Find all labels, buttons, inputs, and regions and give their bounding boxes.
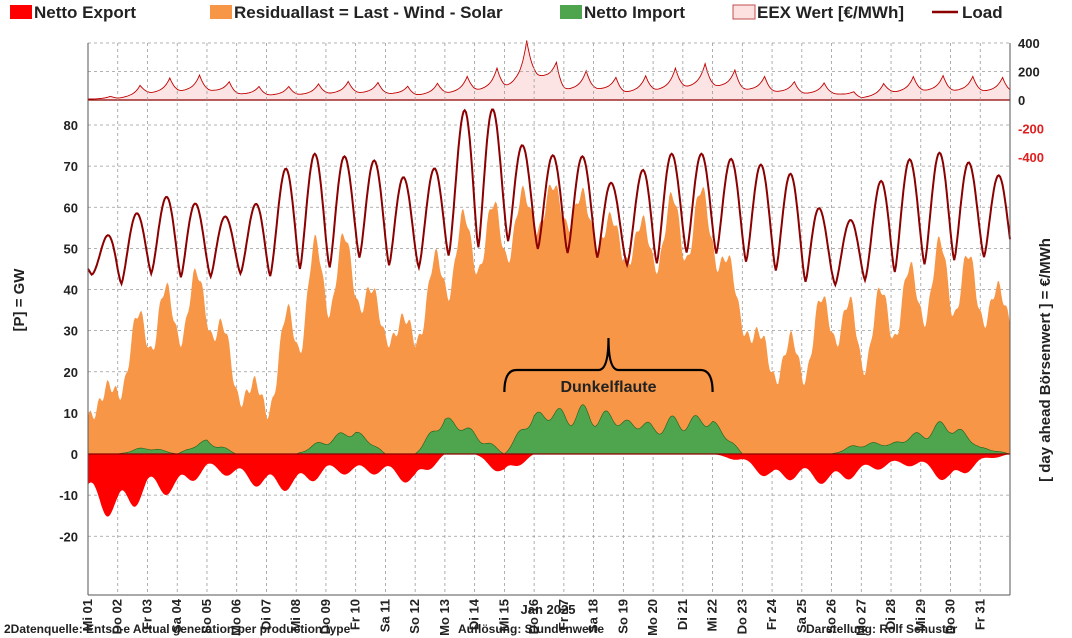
x-tick-label-23: Fr 24: [764, 598, 779, 630]
x-tick-label-12: Mo 13: [437, 599, 452, 636]
x-axis-title: Jan 2025: [521, 602, 576, 617]
dunkelflaute-bracket: [503, 337, 714, 393]
legend-item-2: Netto Import: [560, 3, 685, 22]
x-tick-label-5: Mo 06: [229, 599, 244, 636]
y2-tick-label-4: 400: [1018, 36, 1040, 51]
legend-item-0: Netto Export: [10, 3, 136, 22]
y-tick-label-10: 80: [64, 118, 78, 133]
legend-item-1: Residuallast = Last - Wind - Solar: [210, 3, 503, 22]
x-tick-label-1: Do 02: [110, 599, 125, 634]
eex-price-panel: [87, 40, 1011, 101]
legend-swatch-3: [732, 4, 756, 20]
y2-tick-label-3: 200: [1018, 65, 1040, 80]
y2-tick-label-0: -400: [1018, 150, 1044, 165]
legend-label-3: EEX Wert [€/MWh]: [757, 3, 904, 22]
x-tick-label-22: Do 23: [734, 599, 749, 634]
y-tick-label-7: 50: [64, 241, 78, 256]
x-tick-label-13: Di 14: [467, 598, 482, 630]
x-tick-label-18: So 19: [615, 599, 630, 634]
y-tick-label-0: -20: [59, 529, 78, 544]
x-tick-label-30: Fr 31: [972, 599, 987, 630]
legend-swatch-0: [10, 5, 32, 19]
x-tick-label-20: Di 21: [675, 599, 690, 630]
x-tick-label-25: So 26: [824, 599, 839, 634]
x-tick-label-11: So 12: [407, 599, 422, 634]
x-tick-label-6: Di 07: [258, 599, 273, 630]
x-tick-label-0: Mi 01: [80, 599, 95, 632]
x-tick-label-7: Mi 08: [288, 599, 303, 632]
x-tick-label-3: Sa 04: [169, 598, 184, 633]
y-tick-label-4: 20: [64, 365, 78, 380]
legend-label-4: Load: [962, 3, 1003, 22]
x-tick-label-2: Fr 03: [139, 599, 154, 630]
legend-swatch-1: [210, 5, 232, 19]
footer-source: 2Datenquelle: Entso-e Actual generation …: [4, 622, 351, 636]
legend-item-4: Load: [932, 3, 1003, 22]
x-tick-label-8: Do 09: [318, 599, 333, 634]
eex-area: [87, 40, 1011, 101]
y-tick-label-9: 70: [64, 159, 78, 174]
axes: -20 -10 0 10 20 30 40 50 60 70 80 -400 -200 0 200 400 Mi…: [59, 36, 1044, 636]
x-tick-label-28: Mi 29: [913, 599, 928, 632]
x-tick-label-19: Mo 20: [645, 599, 660, 636]
y-tick-label-5: 30: [64, 324, 78, 339]
legend-item-3: EEX Wert [€/MWh]: [732, 3, 904, 22]
y-axis-title: [P] = GW: [11, 268, 28, 332]
x-tick-label-15: Do 16: [526, 599, 541, 634]
x-tick-label-21: Mi 22: [705, 599, 720, 632]
x-tick-label-4: So 05: [199, 599, 214, 634]
legend: Netto Export Residuallast = Last - Wind -…: [10, 3, 1003, 22]
y-tick-label-2: 0: [71, 447, 78, 462]
x-tick-label-29: Do 30: [943, 599, 958, 634]
y2-tick-label-2: 0: [1018, 93, 1025, 108]
y-tick-label-3: 10: [64, 406, 78, 421]
series-layer: [87, 108, 1011, 517]
export-area: [88, 454, 1010, 517]
x-tick-label-17: Sa 18: [586, 599, 601, 633]
x-tick-label-26: Mo 27: [853, 599, 868, 636]
dunkelflaute-label: Dunkelflaute: [560, 379, 656, 396]
y2-tick-label-1: -200: [1018, 122, 1044, 137]
legend-label-2: Netto Import: [584, 3, 685, 22]
legend-label-1: Residuallast = Last - Wind - Solar: [234, 3, 503, 22]
x-tick-label-14: Mi 15: [496, 599, 511, 632]
legend-label-0: Netto Export: [34, 3, 136, 22]
residual-area: [88, 184, 1010, 454]
y-tick-label-8: 60: [64, 200, 78, 215]
y2-axis-title: [ day ahead Börsenwert ] = €/MWh: [1037, 238, 1054, 482]
x-tick-label-9: Fr 10: [348, 599, 363, 630]
legend-swatch-2: [560, 5, 582, 19]
footer-resolution: Auflösung: Stundenwerte: [458, 622, 604, 636]
x-tick-label-27: Di 28: [883, 599, 898, 630]
y-tick-label-1: -10: [59, 488, 78, 503]
footer-author: Darstellung: Rolf Schuster: [806, 622, 958, 636]
load-line: [87, 108, 1011, 288]
y-tick-label-6: 40: [64, 283, 78, 298]
x-tick-label-10: Sa 11: [377, 599, 392, 632]
x-tick-label-24: Sa 25: [794, 599, 809, 633]
annotation-layer: Dunkelflaute: [503, 337, 714, 396]
x-tick-label-16: Fr 17: [556, 599, 571, 630]
